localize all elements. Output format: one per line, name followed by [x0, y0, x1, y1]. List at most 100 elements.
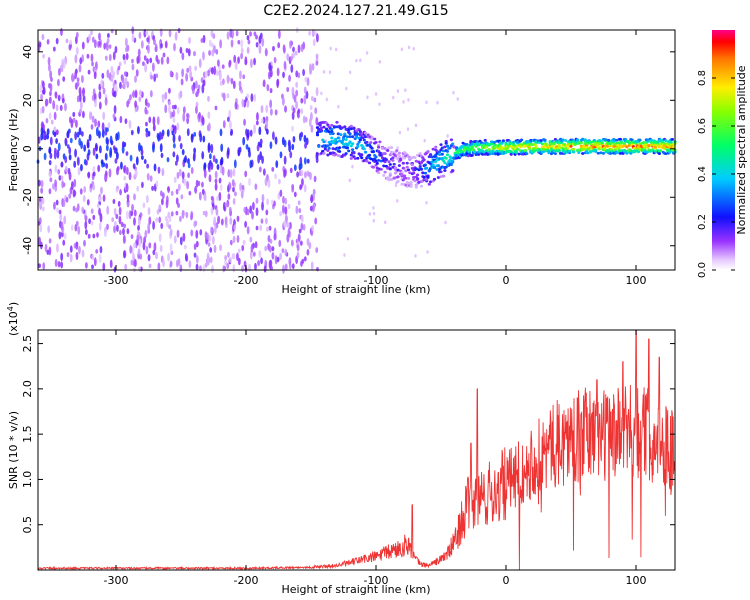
heatmap-cell	[212, 33, 216, 40]
colorbar-tick-label: 0.8	[697, 70, 708, 86]
heatmap-cell	[62, 239, 66, 246]
heatmap-cell	[351, 148, 355, 152]
heatmap-cell	[185, 211, 189, 219]
heatmap-cell	[274, 173, 277, 180]
heatmap-cell	[465, 152, 469, 156]
heatmap-cell	[292, 46, 295, 53]
heatmap-cell	[114, 45, 118, 54]
heatmap-cell	[179, 236, 183, 246]
heatmap-cell	[70, 224, 74, 232]
heatmap-cell	[427, 155, 431, 159]
heatmap-cell	[91, 36, 95, 43]
heatmap-cell	[246, 93, 250, 99]
heatmap-cell	[41, 197, 45, 205]
heatmap-cell	[372, 211, 376, 216]
heatmap-cell	[414, 185, 418, 189]
heatmap-cell	[213, 244, 217, 253]
heatmap-cell	[449, 156, 453, 160]
heatmap-cell	[259, 138, 263, 145]
y-tick-label: 1.0	[21, 471, 34, 489]
heatmap-cell	[359, 58, 362, 63]
heatmap-cell	[124, 263, 128, 271]
heatmap-cell	[281, 136, 285, 146]
snr-y-ticks: 0.5 1.0 1.5 2.0 2.5	[21, 335, 675, 534]
heatmap-cell	[146, 58, 149, 65]
heatmap-cell	[413, 156, 417, 159]
heatmap-cell	[92, 147, 96, 156]
heatmap-cell	[328, 151, 333, 155]
heatmap-cell	[218, 71, 222, 80]
heatmap-cell	[60, 175, 64, 181]
heatmap-cell	[303, 134, 307, 143]
heatmap-cell	[401, 161, 405, 165]
snr-panel: -300 -200 -100 0 100 0.5 1.0 1.5 2.0 2.5 Height …	[6, 302, 676, 596]
heatmap-cell	[316, 33, 319, 43]
heatmap-cell	[344, 152, 348, 155]
heatmap-cell	[253, 31, 257, 37]
heatmap-cell	[131, 34, 135, 42]
heatmap-cell	[293, 95, 297, 103]
heatmap-cell	[141, 155, 144, 160]
heatmap-cell	[638, 138, 642, 142]
heatmap-cell	[269, 99, 273, 109]
heatmap-cell	[53, 150, 57, 160]
heatmap-cell	[295, 205, 299, 215]
heatmap-cell	[400, 173, 404, 176]
heatmap-cell	[152, 220, 156, 231]
heatmap-cell	[249, 205, 253, 214]
heatmap-cell	[431, 163, 435, 167]
heatmap-cell	[93, 257, 97, 267]
heatmap-cell	[509, 150, 513, 154]
heatmap-cell	[291, 143, 295, 151]
heatmap-cell	[291, 111, 295, 121]
heatmap-cell	[184, 155, 188, 164]
heatmap-cell	[311, 225, 315, 232]
heatmap-cell	[78, 64, 82, 73]
heatmap-cell	[321, 149, 325, 153]
heatmap-cell	[289, 221, 292, 230]
heatmap-cell	[297, 44, 301, 54]
heatmap-cell	[182, 106, 186, 114]
heatmap-cell	[253, 57, 256, 66]
heatmap-cell	[588, 150, 593, 154]
heatmap-cell	[281, 248, 285, 254]
heatmap-cell	[255, 120, 259, 126]
heatmap-cell	[211, 49, 215, 57]
heatmap-cell	[629, 152, 633, 155]
heatmap-cell	[227, 251, 230, 258]
heatmap-cell	[256, 144, 260, 152]
heatmap-cell	[135, 156, 139, 166]
heatmap-cell	[110, 65, 114, 74]
heatmap-cell	[88, 134, 92, 142]
heatmap-cell	[397, 164, 401, 167]
heatmap-cell	[256, 112, 259, 122]
heatmap-cell	[186, 180, 190, 190]
heatmap-cell	[131, 203, 134, 212]
heatmap-cell	[284, 263, 288, 271]
heatmap-cell	[473, 150, 477, 154]
heatmap-cell	[257, 260, 260, 267]
y-tick-label: 0.5	[21, 516, 34, 534]
heatmap-cell	[300, 97, 304, 104]
heatmap-cell	[348, 70, 352, 75]
heatmap-cell	[60, 261, 64, 269]
heatmap-cell	[109, 150, 112, 158]
heatmap-cell	[229, 256, 232, 263]
heatmap-cell	[332, 125, 336, 129]
heatmap-cell	[443, 169, 447, 172]
heatmap-cell	[244, 59, 248, 65]
heatmap-cell	[48, 188, 52, 195]
heatmap-cell	[114, 158, 118, 164]
heatmap-cell	[664, 152, 668, 156]
heatmap-cell	[106, 205, 110, 215]
heatmap-cell	[209, 247, 213, 253]
heatmap-cell	[138, 96, 142, 102]
heatmap-cell	[210, 143, 214, 154]
heatmap-cell	[237, 149, 241, 156]
heatmap-cell	[213, 65, 217, 76]
heatmap-cell	[49, 90, 52, 97]
heatmap-cell	[260, 257, 263, 265]
heatmap-cell	[178, 168, 182, 177]
heatmap-cell	[314, 30, 318, 37]
heatmap-cell	[130, 129, 134, 136]
